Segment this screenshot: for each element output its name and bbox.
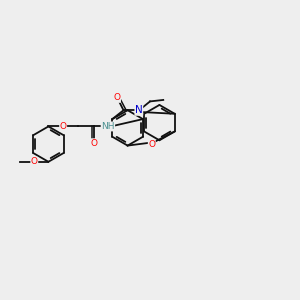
Text: O: O bbox=[113, 93, 121, 102]
Text: O: O bbox=[90, 139, 97, 148]
Text: O: O bbox=[31, 157, 38, 166]
Text: O: O bbox=[148, 140, 155, 149]
Text: NH: NH bbox=[101, 122, 115, 131]
Text: O: O bbox=[60, 122, 67, 131]
Text: N: N bbox=[135, 105, 143, 115]
